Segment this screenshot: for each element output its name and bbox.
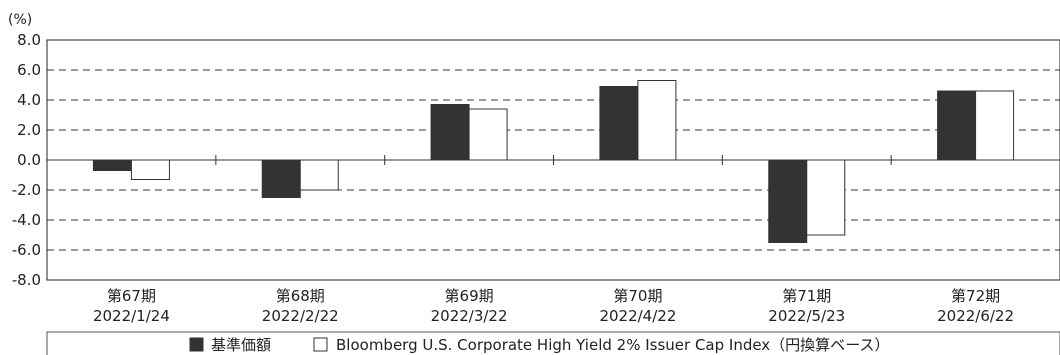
legend-label-series-2: Bloomberg U.S. Corporate High Yield 2% I…: [336, 336, 889, 354]
legend-frame: [46, 331, 1060, 355]
bar-series-1-6: [937, 90, 977, 161]
legend-swatch-series-1: [189, 337, 204, 352]
category-period-label: 第71期: [782, 287, 831, 305]
legend: 基準価額 Bloomberg U.S. Corporate High Yield…: [46, 331, 1060, 355]
category-labels: 第67期 2022/1/24 第68期 2022/2/22 第69期 2022/3/22 第…: [93, 287, 1014, 325]
legend-label-series-1: 基準価額: [211, 336, 271, 354]
bars: [92, 80, 1015, 243]
category-date-label: 2022/4/22: [599, 307, 676, 325]
y-tick-label: 0.0: [17, 151, 41, 169]
bar-series-2-4: [637, 80, 677, 161]
y-tick-label: -8.0: [12, 271, 41, 289]
category-date-label: 2022/3/22: [431, 307, 508, 325]
y-tick-label: -6.0: [12, 241, 41, 259]
bar-series-1-2: [261, 159, 301, 198]
gridlines: [47, 69, 1060, 251]
y-tick-labels: 8.0 6.0 4.0 2.0 0.0 -2.0 -4.0 -6.0 -8.0: [12, 31, 41, 289]
category-date-label: 2022/5/23: [768, 307, 845, 325]
bar-series-2-5: [806, 159, 846, 236]
bar-series-1-3: [430, 104, 470, 161]
y-tick-label: 2.0: [17, 121, 41, 139]
category-date-label: 2022/1/24: [93, 307, 170, 325]
category-period-label: 第70期: [613, 287, 662, 305]
category-date-label: 2022/6/22: [937, 307, 1014, 325]
y-unit-label: (%): [8, 12, 32, 28]
category-period-label: 第68期: [276, 287, 325, 305]
category-period-label: 第72期: [951, 287, 1000, 305]
bar-series-2-6: [975, 90, 1015, 161]
y-tick-label: 4.0: [17, 91, 41, 109]
bar-series-2-3: [468, 108, 508, 161]
y-tick-label: -2.0: [12, 181, 41, 199]
bar-series-1-1: [92, 159, 132, 171]
bar-series-2-1: [130, 159, 170, 180]
bar-series-1-4: [599, 86, 639, 161]
bar-series-1-5: [768, 159, 808, 243]
y-tick-label: -4.0: [12, 211, 41, 229]
category-period-label: 第67期: [107, 287, 156, 305]
plot-frame: [46, 39, 1060, 281]
category-period-label: 第69期: [445, 287, 494, 305]
bar-series-2-2: [299, 159, 339, 191]
y-tick-label: 8.0: [17, 31, 41, 49]
category-date-label: 2022/2/22: [262, 307, 339, 325]
legend-swatch-series-2: [313, 337, 328, 352]
y-tick-label: 6.0: [17, 61, 41, 79]
